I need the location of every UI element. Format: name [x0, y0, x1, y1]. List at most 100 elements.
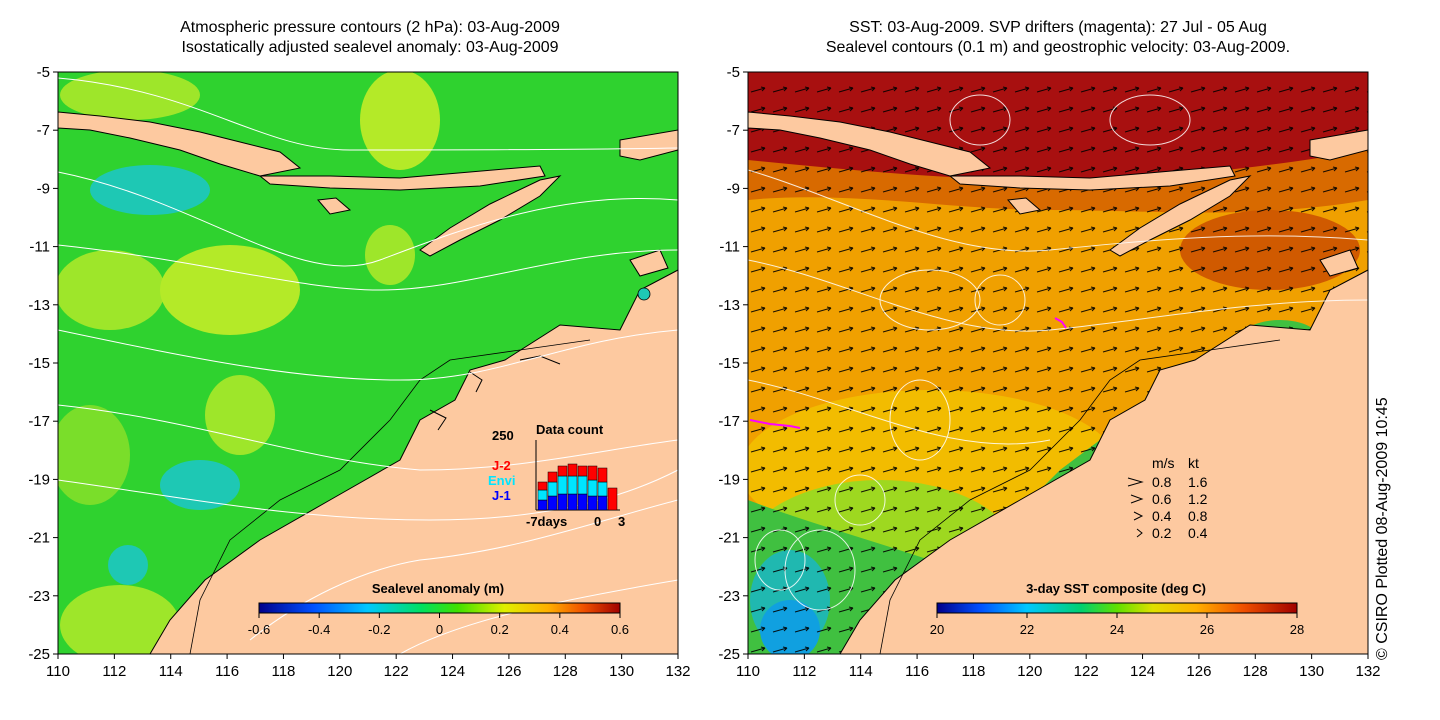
velocity-legend-kt: 1.6	[1188, 474, 1208, 490]
y-tick-label: -7	[37, 122, 50, 139]
x-tick-label: 132	[665, 663, 690, 680]
y-tick-label: -15	[28, 355, 50, 372]
x-tick-label: 130	[609, 663, 634, 680]
x-tick-label: 132	[1355, 663, 1380, 680]
velocity-legend-kt: 0.8	[1188, 508, 1208, 524]
data-count-bar	[537, 499, 548, 511]
y-tick-label: -19	[718, 471, 740, 488]
sealevel-colorbar-tick-label: 0.6	[611, 622, 629, 637]
y-tick-label: -23	[718, 588, 740, 605]
y-tick-label: -13	[718, 297, 740, 314]
y-tick-label: -5	[37, 64, 50, 81]
y-tick-label: -19	[28, 471, 50, 488]
x-tick-label: 122	[384, 663, 409, 680]
velocity-legend-ms: 0.8	[1152, 474, 1172, 490]
velocity-legend-kt: 0.4	[1188, 525, 1208, 541]
right-title-line2: Sealevel contours (0.1 m) and geostrophi…	[825, 39, 1291, 56]
data-count-bar	[597, 481, 608, 497]
data-count-title: Data count	[536, 422, 604, 437]
x-tick-label: 110	[46, 663, 70, 680]
y-tick-label: -21	[28, 530, 50, 547]
sst-colorbar-tick-label: 26	[1200, 622, 1214, 637]
data-count-bar	[587, 495, 598, 511]
data-count-bar	[557, 465, 568, 477]
x-tick-label: 128	[1243, 663, 1268, 680]
data-count-xzero: 0	[594, 514, 601, 529]
data-count-bar	[577, 475, 588, 495]
sealevel-colorbar-tick-label: -0.2	[368, 622, 390, 637]
x-tick-label: 126	[1186, 663, 1211, 680]
velocity-arrow-icon	[1130, 494, 1144, 504]
sst-colorbar-title: 3-day SST composite (deg C)	[1026, 581, 1206, 596]
x-tick-label: 120	[1017, 663, 1042, 680]
x-tick-label: 110	[736, 663, 760, 680]
left-map-title: Atmospheric pressure contours (2 hPa): 0…	[60, 18, 680, 58]
x-tick-label: 124	[440, 663, 465, 680]
data-count-bar	[557, 493, 568, 511]
x-tick-label: 126	[496, 663, 521, 680]
data-count-bars	[537, 463, 618, 511]
drifter-track	[749, 419, 801, 429]
y-tick-label: -9	[37, 180, 50, 197]
velocity-arrow-icon	[1136, 528, 1143, 538]
sealevel-colorbar-tick-label: 0.2	[491, 622, 509, 637]
velocity-legend-ms: 0.4	[1152, 508, 1172, 524]
sst-colorbar-tick-label: 28	[1290, 622, 1304, 637]
data-count-bar	[547, 495, 558, 511]
x-tick-label: 128	[553, 663, 578, 680]
data-count-bar	[607, 487, 618, 511]
velocity-legend: m/s kt 0.8 1.60.6 1.20.4 0.80.2 0.4	[1127, 455, 1208, 541]
right-title-line1: SST: 03-Aug-2009. SVP drifters (magenta)…	[849, 19, 1267, 36]
data-count-bar	[567, 475, 578, 495]
drifter-track	[1054, 317, 1067, 329]
sst-colorbar-tick-label: 22	[1020, 622, 1034, 637]
data-count-bar	[547, 471, 558, 483]
sst-colorbar-tick-label: 20	[930, 622, 944, 637]
x-tick-label: 114	[159, 663, 183, 680]
data-count-bar	[537, 489, 548, 501]
sealevel-colorbar: Sealevel anomaly (m) -0.6 -0.4 -0.2 0 0.2 0.4…	[248, 581, 629, 637]
x-tick-label: 124	[1130, 663, 1155, 680]
sealevel-colorbar-tick-label: 0.4	[551, 622, 569, 637]
data-count-ymax: 250	[492, 428, 514, 443]
left-title-line1: Atmospheric pressure contours (2 hPa): 0…	[180, 19, 560, 36]
velocity-legend-ms: 0.2	[1152, 525, 1172, 541]
y-tick-label: -17	[718, 413, 740, 430]
left-title-line2: Isostatically adjusted sealevel anomaly:…	[181, 39, 559, 56]
x-tick-label: 116	[905, 663, 929, 680]
y-tick-label: -11	[29, 239, 50, 256]
y-tick-label: -17	[28, 413, 50, 430]
data-count-bar	[597, 467, 608, 483]
y-tick-label: -15	[718, 355, 740, 372]
legend-envi: Envi	[488, 473, 515, 488]
right-map-title: SST: 03-Aug-2009. SVP drifters (magenta)…	[748, 18, 1368, 58]
velocity-legend-kt: 1.2	[1188, 491, 1208, 507]
data-count-bar	[587, 479, 598, 497]
data-count-inset: Data count 250 J-2 Envi J-1 -7days 0 3	[488, 422, 625, 529]
sealevel-anomaly-map	[58, 72, 678, 654]
sst-colorbar-tick-label: 24	[1110, 622, 1124, 637]
velocity-legend-kt-header: kt	[1188, 455, 1199, 471]
data-count-bar	[547, 481, 558, 497]
sst-colorbar: 3-day SST composite (deg C) 20 22 24 26 28	[930, 581, 1304, 637]
x-tick-label: 122	[1074, 663, 1099, 680]
data-count-bar	[567, 493, 578, 511]
sst-colorbar-ticks: 20 22 24 26 28	[930, 613, 1304, 637]
y-tick-label: -5	[727, 64, 740, 81]
x-tick-label: 112	[102, 663, 126, 680]
y-tick-label: -7	[727, 122, 740, 139]
data-count-bar	[577, 465, 588, 477]
y-tick-label: -25	[28, 646, 50, 663]
sealevel-colorbar-ticks: -0.6 -0.4 -0.2 0 0.2 0.4 0.6	[248, 613, 629, 637]
velocity-arrow-icon	[1133, 511, 1144, 521]
legend-j2: J-2	[492, 458, 511, 473]
left-map-axes: 110 112 114 116 118 120 122 124 126 128 130 132 -5 -7…	[28, 64, 690, 680]
data-count-xright: 3	[618, 514, 625, 529]
x-tick-label: 112	[792, 663, 816, 680]
data-count-xleft: -7days	[526, 514, 567, 529]
credit-label: © CSIRO Plotted 08-Aug-2009 10:45	[1374, 397, 1391, 660]
sealevel-colorbar-tick-label: 0	[436, 622, 443, 637]
y-tick-label: -25	[718, 646, 740, 663]
x-tick-label: 114	[849, 663, 873, 680]
